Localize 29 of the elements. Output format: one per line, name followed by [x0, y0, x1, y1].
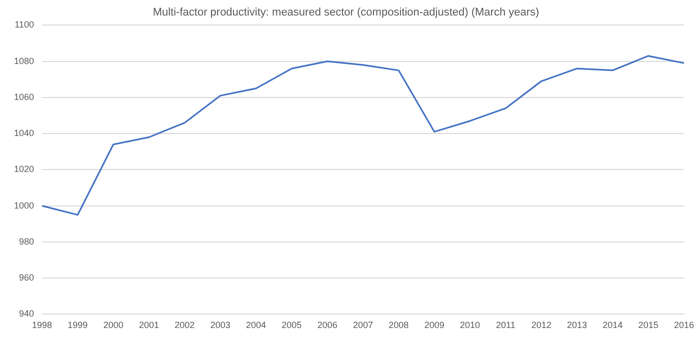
x-tick-label: 2000	[103, 320, 124, 330]
y-tick-label: 960	[18, 272, 34, 283]
x-tick-label: 2008	[388, 320, 409, 330]
x-tick-label: 1998	[32, 320, 52, 330]
chart-title: Multi-factor productivity: measured sector (composition-adjusted) (March years)	[152, 6, 540, 19]
x-tick-label: 2002	[174, 320, 195, 330]
y-tick-label: 1020	[14, 164, 34, 174]
y-tick-label: 1100	[14, 20, 34, 30]
x-tick-label: 2009	[424, 320, 444, 330]
x-tick-label: 2012	[531, 320, 552, 330]
x-tick-label: 2013	[566, 320, 588, 330]
y-tick-label: 980	[18, 236, 34, 246]
x-tick-label: 2015	[638, 320, 658, 330]
x-tick-label: 2001	[139, 320, 160, 330]
x-tick-label: 2005	[282, 320, 302, 330]
x-tick-label: 2010	[460, 320, 480, 330]
x-tick-label: 2016	[674, 320, 694, 330]
x-tick-label: 2007	[352, 320, 374, 330]
x-tick-label: 2014	[602, 320, 623, 330]
y-tick-label: 1000	[14, 200, 34, 210]
x-tick-label: 2011	[496, 320, 516, 330]
x-tick-label: 1999	[68, 320, 88, 330]
x-tick-label: 2004	[246, 320, 266, 330]
y-tick-label: 1080	[14, 56, 34, 66]
y-tick-label: 1060	[14, 92, 34, 102]
x-tick-label: 2006	[317, 320, 338, 330]
y-tick-label: 940	[18, 308, 34, 319]
y-tick-label: 1040	[14, 128, 34, 138]
x-tick-label: 2003	[210, 320, 230, 330]
